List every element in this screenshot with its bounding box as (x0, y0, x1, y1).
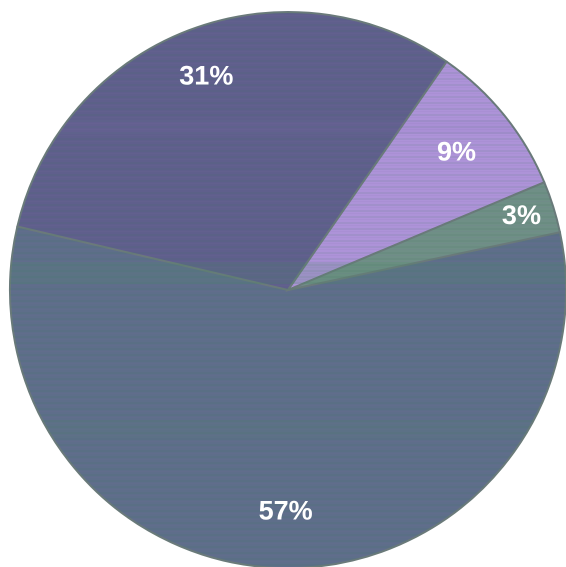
pie-labels: 57% 31% 9% 3% (179, 60, 541, 525)
slice-label: 3% (502, 200, 541, 230)
slice-label: 9% (437, 137, 476, 167)
slice-label: 31% (179, 60, 233, 90)
slice-label: 57% (259, 496, 313, 526)
